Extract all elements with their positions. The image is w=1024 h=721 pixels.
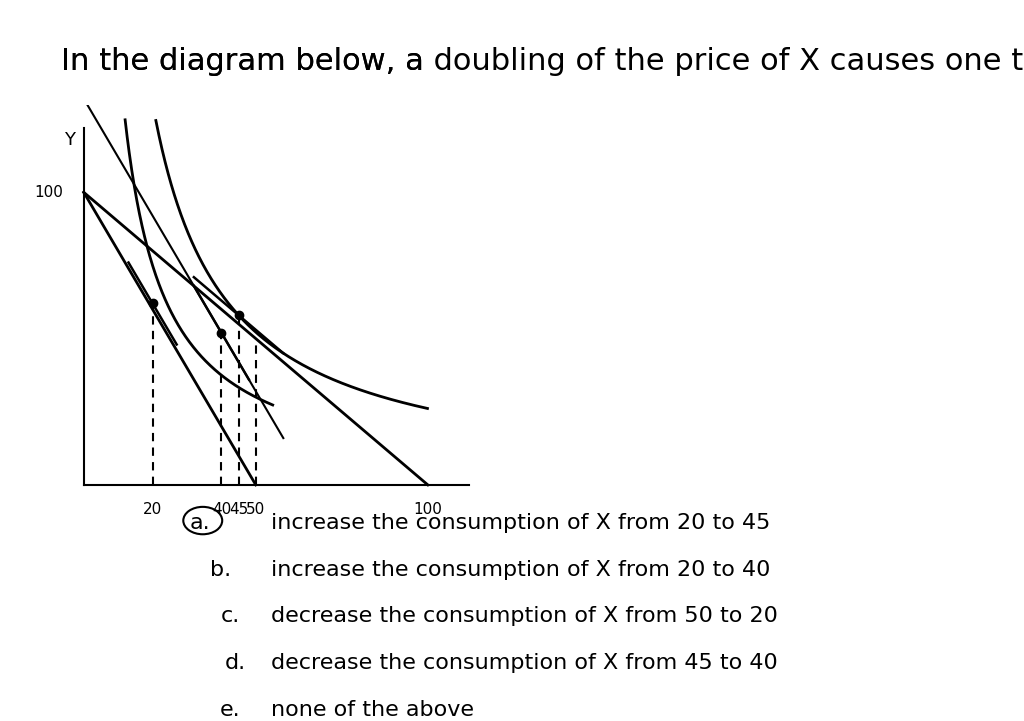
Text: Y: Y	[65, 131, 76, 149]
Text: d.: d.	[225, 653, 246, 673]
Text: 100: 100	[414, 503, 442, 518]
Text: In the diagram below, a: In the diagram below, a	[61, 47, 434, 76]
Text: 45: 45	[229, 503, 248, 518]
Text: increase the consumption of X from 20 to 45: increase the consumption of X from 20 to…	[271, 513, 771, 533]
Text: b.: b.	[210, 559, 230, 580]
Text: 100: 100	[34, 185, 63, 200]
Text: a.: a.	[189, 513, 210, 533]
Text: 40: 40	[212, 503, 231, 518]
Text: c.: c.	[221, 606, 240, 627]
Text: none of the above: none of the above	[271, 700, 474, 720]
Text: In the diagram below, a doubling of the price of X causes one to: In the diagram below, a doubling of the …	[61, 47, 1024, 76]
Text: e.: e.	[220, 700, 241, 720]
Text: decrease the consumption of X from 45 to 40: decrease the consumption of X from 45 to…	[271, 653, 778, 673]
Text: increase the consumption of X from 20 to 40: increase the consumption of X from 20 to…	[271, 559, 771, 580]
Text: decrease the consumption of X from 50 to 20: decrease the consumption of X from 50 to…	[271, 606, 778, 627]
Text: 50: 50	[246, 503, 265, 518]
Text: 20: 20	[143, 503, 162, 518]
